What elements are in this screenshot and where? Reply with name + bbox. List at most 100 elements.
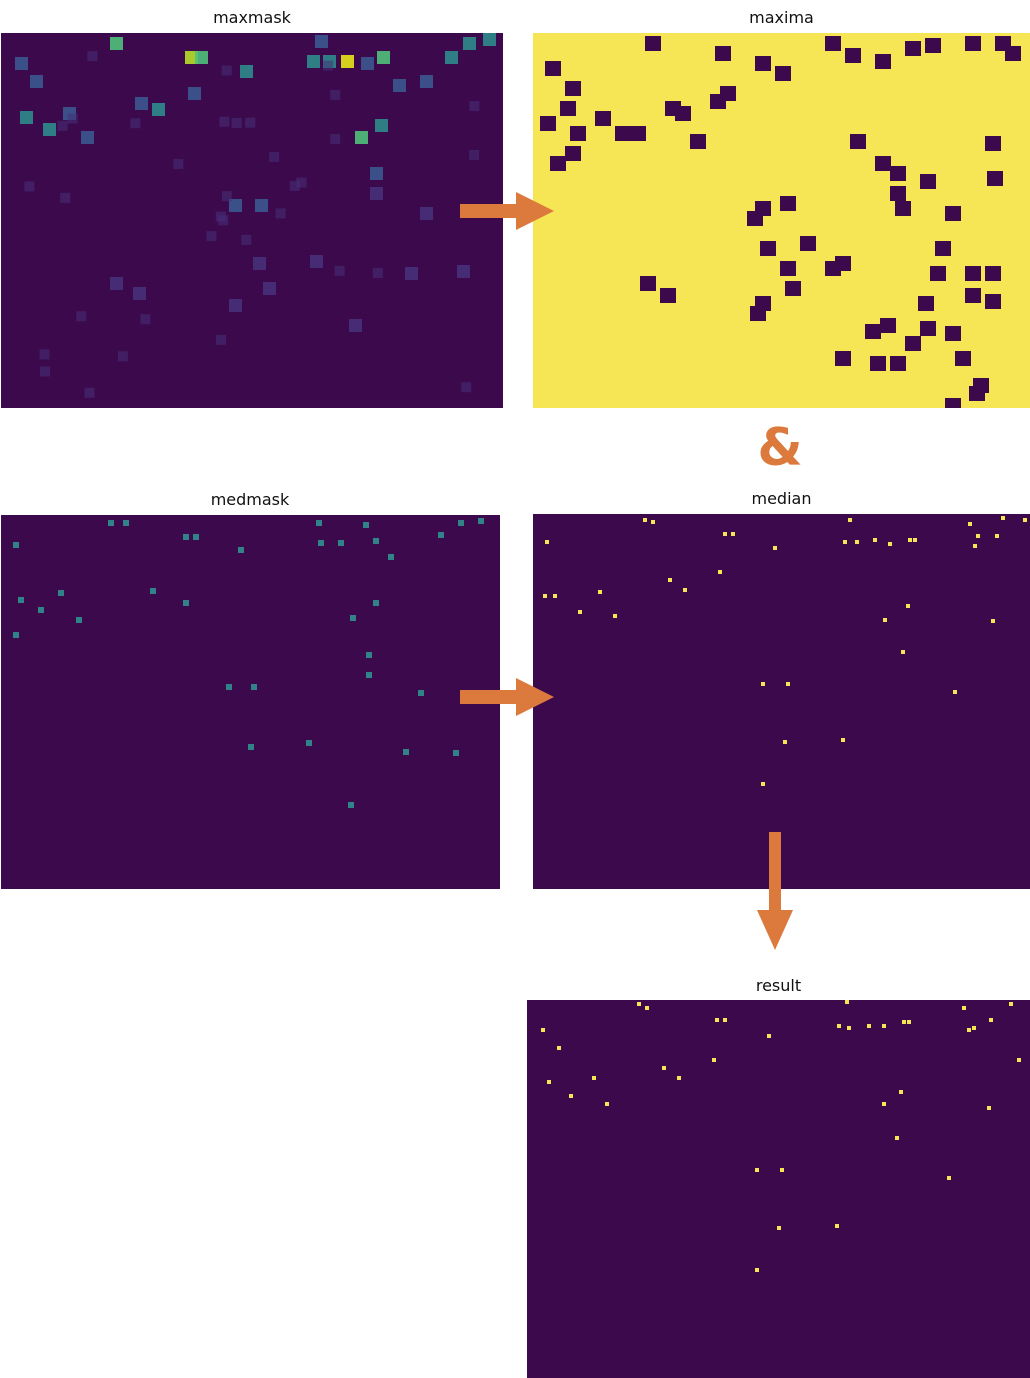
yellow-pixel [718,570,722,574]
yellow-pixel [906,604,910,608]
blob-square [133,287,146,300]
yellow-pixel [991,619,995,623]
maxima-blob [835,351,851,366]
faint-square [323,60,334,71]
median-dot [388,554,394,560]
median-dot [18,597,24,603]
yellow-pixel [908,538,912,542]
maxima-blob [715,46,731,61]
yellow-pixel [651,520,655,524]
maxima-blob [925,38,941,53]
yellow-pixel [947,1176,951,1180]
maxima-blob [780,196,796,211]
yellow-pixel [873,538,877,542]
faint-square [173,159,184,170]
arrow-right-icon [460,192,554,230]
maxima-blob [565,81,581,96]
median-dot [306,740,312,746]
maxima-blob [945,326,961,341]
yellow-pixel [662,1066,666,1070]
maxima-blob [875,54,891,69]
maxima-blob [969,386,985,401]
median-dot [363,522,369,528]
faint-square [330,134,341,145]
maxima-blob [845,48,861,63]
maxima-blob [825,36,841,51]
yellow-pixel [987,1106,991,1110]
faint-square [372,268,383,279]
faint-square [84,387,95,398]
medmask-title: medmask [210,490,290,509]
yellow-pixel [712,1058,716,1062]
maxima-blob [595,111,611,126]
maxmask-title: maxmask [213,8,291,27]
yellow-pixel [995,534,999,538]
blob-square [405,267,418,280]
median-dot [251,684,257,690]
yellow-pixel [848,518,852,522]
yellow-pixel [902,1020,906,1024]
median-dot [366,652,372,658]
faint-square [334,265,345,276]
median-dot [403,749,409,755]
medmask-image [1,515,500,889]
yellow-pixel [913,538,917,542]
median-dot [193,534,199,540]
yellow-pixel [1009,1002,1013,1006]
blob-square [393,79,406,92]
faint-square [296,177,307,188]
maxima-blob [918,296,934,311]
blob-square [420,75,433,88]
blob-square [263,282,276,295]
yellow-pixel [888,542,892,546]
yellow-pixel [972,1026,976,1030]
yellow-pixel [761,782,765,786]
yellow-pixel [723,1018,727,1022]
blob-square [253,257,266,270]
blob-square [355,131,368,144]
maxima-blob [800,236,816,251]
yellow-pixel [835,1224,839,1228]
median-dot [366,672,372,678]
blob-square [445,51,458,64]
yellow-pixel [968,522,972,526]
median-dot [13,542,19,548]
faint-square [231,117,242,128]
maxima-blob [935,241,951,256]
maxima-blob [945,206,961,221]
yellow-pixel [773,546,777,550]
panel-background [1,515,500,889]
maxima-blob [747,211,763,226]
faint-square [330,89,341,100]
median-dot [318,540,324,546]
yellow-pixel [867,1024,871,1028]
blob-square [307,55,320,68]
median-dot [458,520,464,526]
maxmask-image [1,33,503,408]
yellow-pixel [973,544,977,548]
maxima-blob [565,146,581,161]
blob-square [135,97,148,110]
maxima-blob [945,398,961,408]
yellow-pixel [761,682,765,686]
blob-square [341,55,354,68]
maxima-title: maxima [749,8,814,27]
faint-square [241,234,252,245]
yellow-pixel [1001,516,1005,520]
yellow-pixel [553,594,557,598]
yellow-pixel [545,540,549,544]
maxima-blob [890,186,906,201]
maxima-blob [540,116,556,131]
median-dot [418,690,424,696]
median-title: median [751,489,812,508]
yellow-pixel [643,518,647,522]
yellow-pixel [953,690,957,694]
result-title: result [755,976,802,995]
blob-square [110,37,123,50]
maxima-blob [550,156,566,171]
median-dot [453,750,459,756]
faint-square [216,334,227,345]
median-dot [316,520,322,526]
maxima-blob [865,324,881,339]
median-dot [13,632,19,638]
